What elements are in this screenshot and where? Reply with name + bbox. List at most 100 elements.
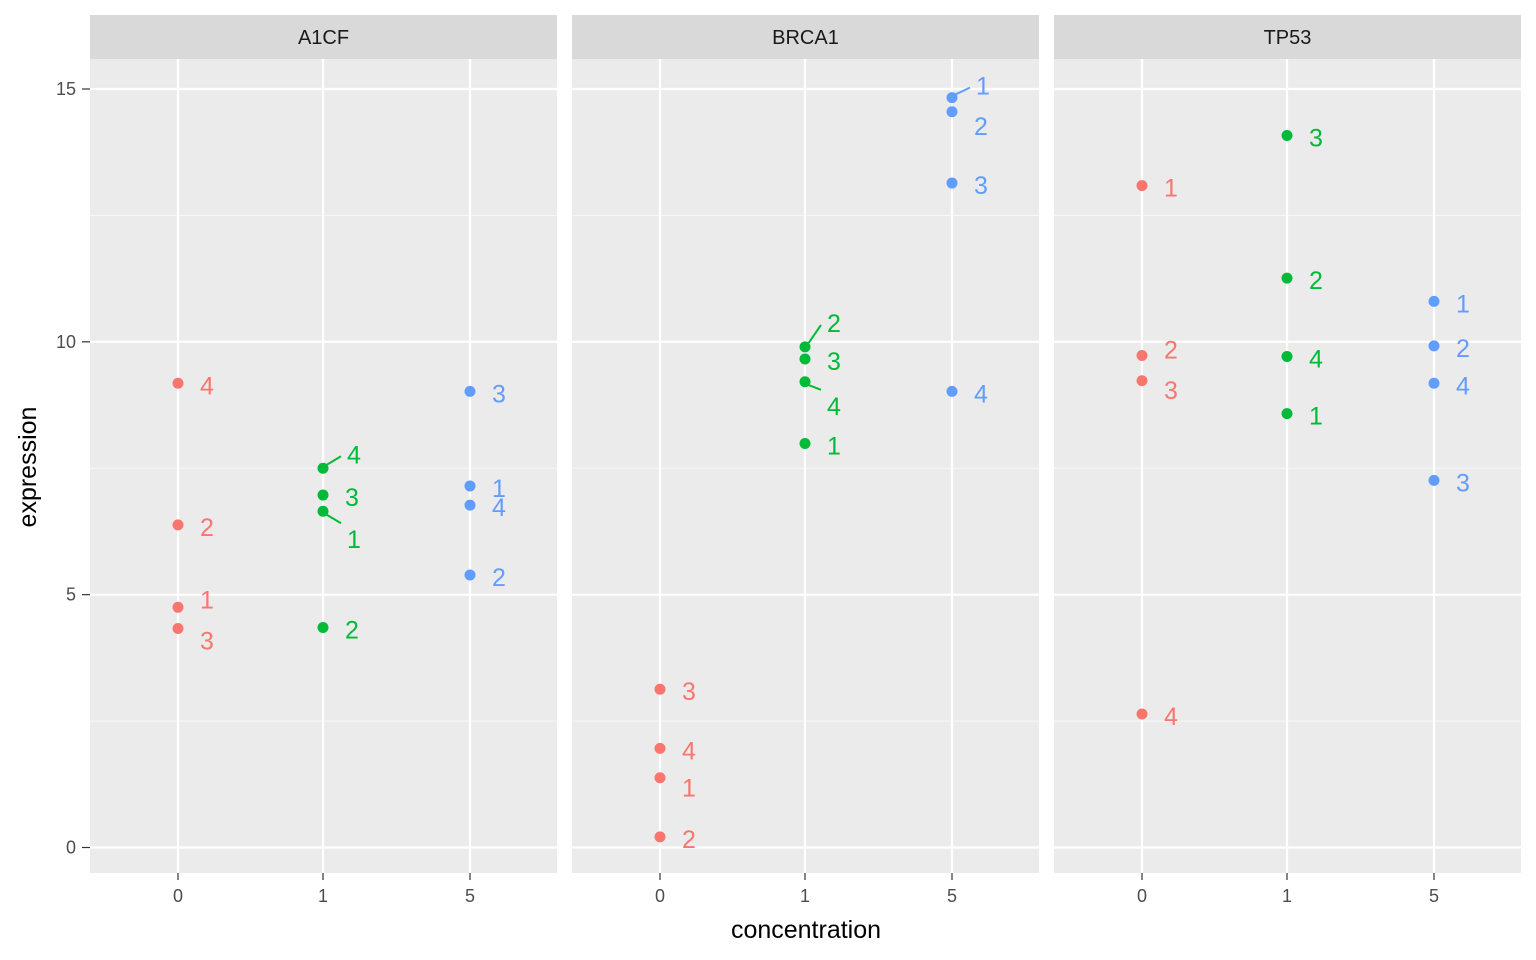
point-label: 3 bbox=[345, 484, 359, 512]
facet-strip-label: BRCA1 bbox=[772, 27, 839, 49]
x-tick-label: 0 bbox=[173, 886, 183, 906]
data-point bbox=[799, 341, 811, 353]
point-label: 4 bbox=[827, 393, 841, 421]
point-label: 1 bbox=[827, 432, 841, 460]
point-label: 2 bbox=[345, 617, 359, 645]
point-label: 1 bbox=[347, 526, 361, 554]
point-label: 4 bbox=[1456, 372, 1470, 400]
data-point bbox=[654, 683, 666, 695]
point-label: 4 bbox=[1164, 703, 1178, 731]
data-point bbox=[464, 385, 476, 397]
data-point bbox=[317, 462, 329, 474]
y-tick-label: 10 bbox=[56, 332, 76, 352]
point-label: 2 bbox=[200, 514, 214, 542]
x-tick-label: 5 bbox=[947, 886, 957, 906]
data-point bbox=[946, 92, 958, 104]
data-point bbox=[172, 623, 184, 635]
y-tick-label: 0 bbox=[66, 838, 76, 858]
x-tick-label: 1 bbox=[318, 886, 328, 906]
point-label: 2 bbox=[974, 113, 988, 141]
data-point bbox=[654, 772, 666, 784]
data-point bbox=[1281, 408, 1293, 420]
data-point bbox=[1136, 708, 1148, 720]
data-point bbox=[172, 519, 184, 531]
point-label: 3 bbox=[1309, 125, 1323, 153]
point-label: 2 bbox=[1456, 335, 1470, 363]
label-segment bbox=[954, 86, 971, 96]
data-point bbox=[317, 505, 329, 517]
data-point bbox=[172, 601, 184, 613]
point-label: 2 bbox=[827, 310, 841, 338]
facet-strip-label: TP53 bbox=[1264, 27, 1312, 49]
x-tick-label: 1 bbox=[800, 886, 810, 906]
x-axis-title: concentration bbox=[731, 916, 881, 944]
data-point bbox=[464, 480, 476, 492]
data-point bbox=[654, 831, 666, 843]
point-label: 4 bbox=[1309, 345, 1323, 373]
label-segment bbox=[807, 324, 822, 345]
label-segment bbox=[325, 455, 342, 467]
y-tick-label: 5 bbox=[66, 585, 76, 605]
x-tick-label: 5 bbox=[465, 886, 475, 906]
point-label: 2 bbox=[682, 826, 696, 854]
point-label: 3 bbox=[1456, 469, 1470, 497]
point-label: 1 bbox=[492, 475, 506, 503]
data-point bbox=[1136, 349, 1148, 361]
facet-strip-label: A1CF bbox=[298, 27, 349, 49]
data-point bbox=[1428, 340, 1440, 352]
point-label: 4 bbox=[200, 372, 214, 400]
x-tick-label: 0 bbox=[655, 886, 665, 906]
y-tick-label: 15 bbox=[56, 79, 76, 99]
facet-strip bbox=[1054, 15, 1521, 59]
data-point bbox=[1136, 375, 1148, 387]
point-label: 4 bbox=[682, 737, 696, 765]
data-point bbox=[1428, 295, 1440, 307]
data-point bbox=[317, 622, 329, 634]
point-label: 4 bbox=[347, 441, 361, 469]
data-point bbox=[946, 177, 958, 189]
x-tick-label: 1 bbox=[1282, 886, 1292, 906]
point-label: 3 bbox=[682, 678, 696, 706]
data-point bbox=[799, 353, 811, 365]
data-point bbox=[946, 106, 958, 118]
point-label: 1 bbox=[1164, 175, 1178, 203]
point-label: 3 bbox=[827, 348, 841, 376]
point-label: 1 bbox=[1456, 290, 1470, 318]
facet-strip bbox=[572, 15, 1039, 59]
facet-tp53: TP53 0 1 5 1 2 3 4 1 2 3 4 1 2 3 4 bbox=[1054, 15, 1521, 906]
data-point bbox=[946, 385, 958, 397]
data-point bbox=[1428, 377, 1440, 389]
label-segment bbox=[325, 513, 342, 525]
facet-strip bbox=[90, 15, 557, 59]
label-segment bbox=[807, 383, 822, 391]
point-label: 3 bbox=[200, 628, 214, 656]
x-tick-label: 5 bbox=[1429, 886, 1439, 906]
y-axis-title: expression bbox=[14, 407, 42, 528]
point-label: 1 bbox=[1309, 403, 1323, 431]
data-point bbox=[464, 569, 476, 581]
data-point bbox=[1136, 180, 1148, 192]
x-tick-label: 0 bbox=[1137, 886, 1147, 906]
facet-brca1: BRCA1 0 1 5 1 2 3 4 1 2 3 4 1 2 3 4 bbox=[572, 15, 1039, 906]
data-point bbox=[1281, 350, 1293, 362]
data-point bbox=[1281, 130, 1293, 142]
data-point bbox=[1428, 474, 1440, 486]
point-label: 3 bbox=[1164, 377, 1178, 405]
data-point bbox=[172, 377, 184, 389]
data-point bbox=[654, 742, 666, 754]
point-label: 2 bbox=[492, 564, 506, 592]
data-point bbox=[464, 499, 476, 511]
y-axis: 0 5 10 15 bbox=[56, 79, 90, 858]
point-label: 4 bbox=[492, 494, 506, 522]
point-label: 3 bbox=[492, 380, 506, 408]
point-label: 1 bbox=[976, 73, 990, 101]
point-label: 1 bbox=[682, 775, 696, 803]
point-label: 2 bbox=[1309, 267, 1323, 295]
data-point bbox=[1281, 272, 1293, 284]
point-label: 1 bbox=[200, 586, 214, 614]
data-point bbox=[799, 437, 811, 449]
point-label: 4 bbox=[974, 380, 988, 408]
